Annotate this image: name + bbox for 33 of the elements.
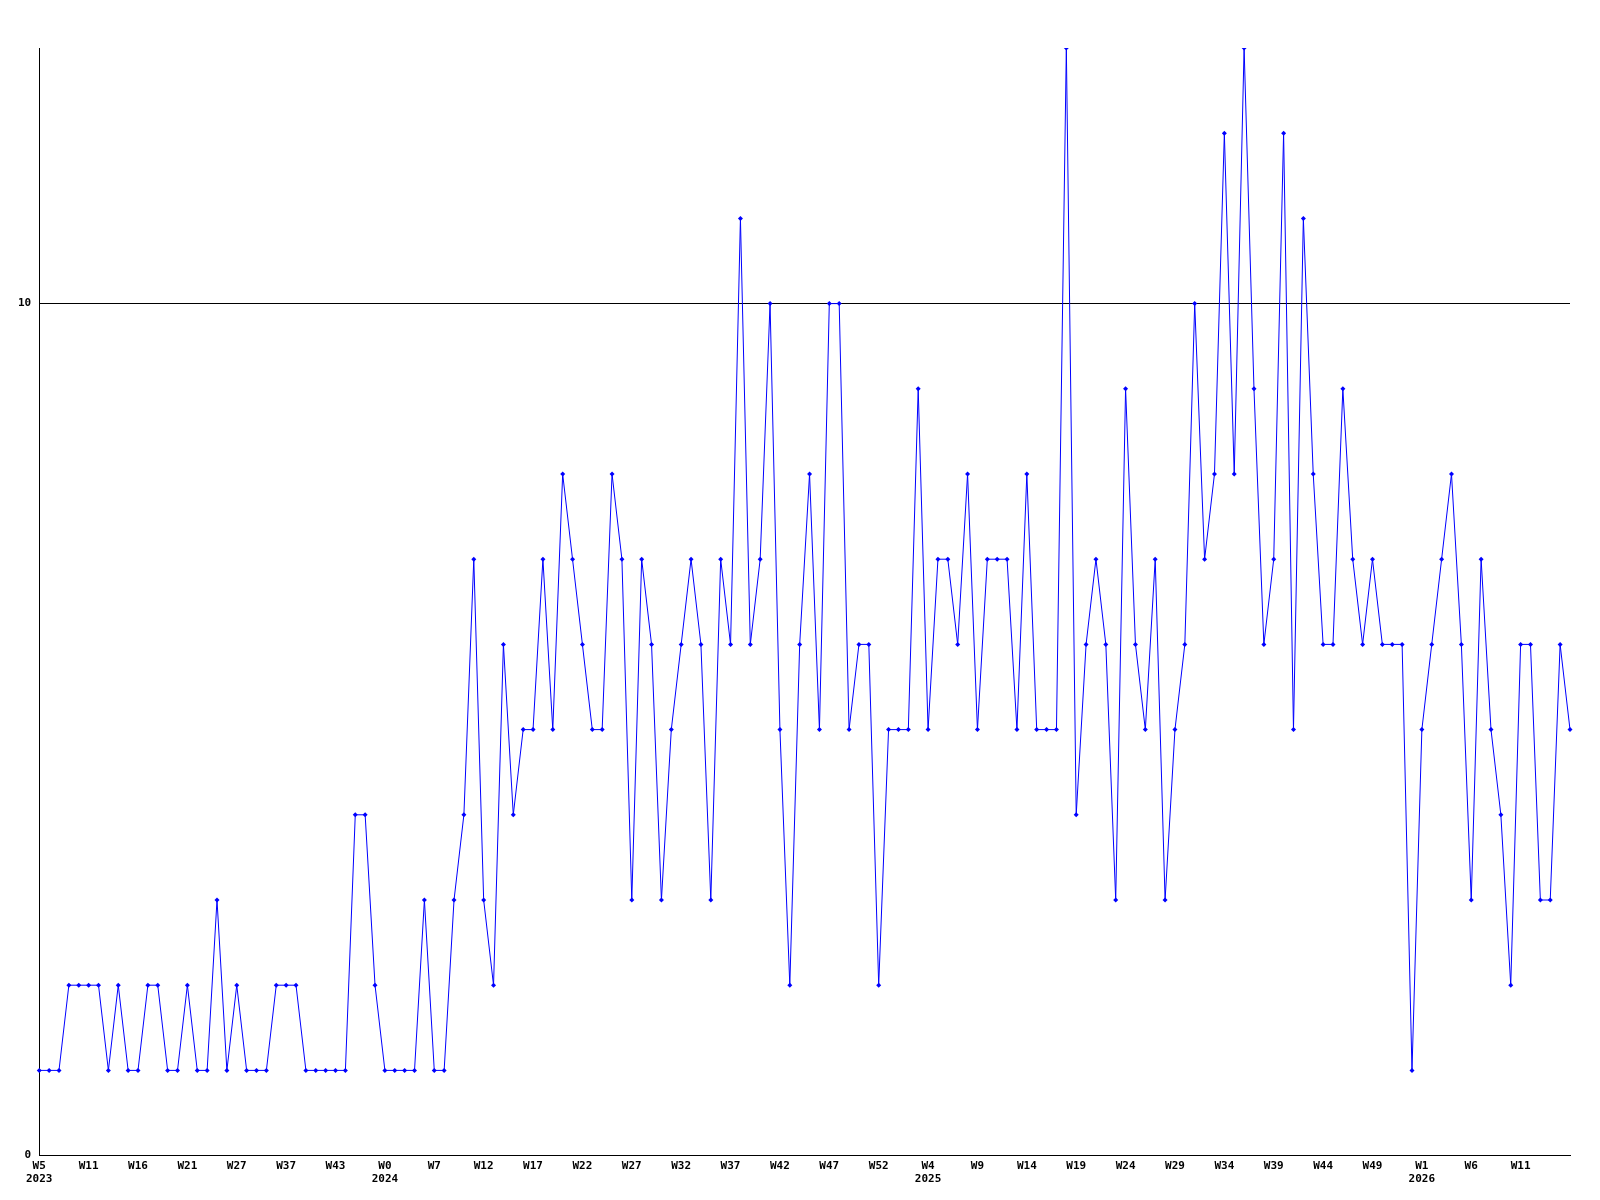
x-tick-label: W7: [427, 1159, 441, 1173]
x-tick-label: W27: [226, 1159, 247, 1173]
x-tick-label: W42: [770, 1159, 790, 1173]
x-tick-label: W17: [523, 1159, 543, 1173]
x-tick-label: W4 2025: [914, 1159, 942, 1186]
y-tick-label: 10: [18, 296, 32, 310]
x-tick-label: W9: [970, 1159, 985, 1173]
x-tick-label: W39: [1263, 1159, 1284, 1173]
x-tick-label: W47: [819, 1159, 840, 1173]
x-tick-label: W11: [78, 1159, 99, 1173]
x-tick-label: W49: [1362, 1159, 1383, 1173]
x-tick-label: W27: [621, 1159, 642, 1173]
x-tick-label: W0 2024: [371, 1159, 399, 1186]
x-tick-label: W34: [1214, 1159, 1235, 1173]
x-tick-label: W22: [572, 1159, 593, 1173]
x-tick-label: W43: [325, 1159, 346, 1173]
x-tick-label: W6: [1464, 1159, 1479, 1173]
x-tick-label: W14: [1016, 1159, 1038, 1173]
x-tick-label: W16: [128, 1159, 149, 1173]
x-tick-label: W37: [720, 1159, 741, 1173]
x-tick-label: W21: [177, 1159, 198, 1173]
x-tick-label: W1 2026: [1408, 1159, 1436, 1186]
x-tick-label: W11: [1510, 1159, 1531, 1173]
x-tick-label: W19: [1066, 1159, 1087, 1173]
x-tick-label: W52: [868, 1159, 889, 1173]
x-tick-label: W32: [671, 1159, 692, 1173]
x-tick-label: W44: [1313, 1159, 1334, 1173]
x-tick-label: W24: [1115, 1159, 1136, 1173]
x-tick-label: W12: [473, 1159, 494, 1173]
x-tick-label: W37: [276, 1159, 297, 1173]
x-tick-label: W5 2023: [26, 1159, 53, 1186]
x-tick-label: W29: [1165, 1159, 1185, 1173]
y-tick-label: 0: [24, 1148, 32, 1162]
